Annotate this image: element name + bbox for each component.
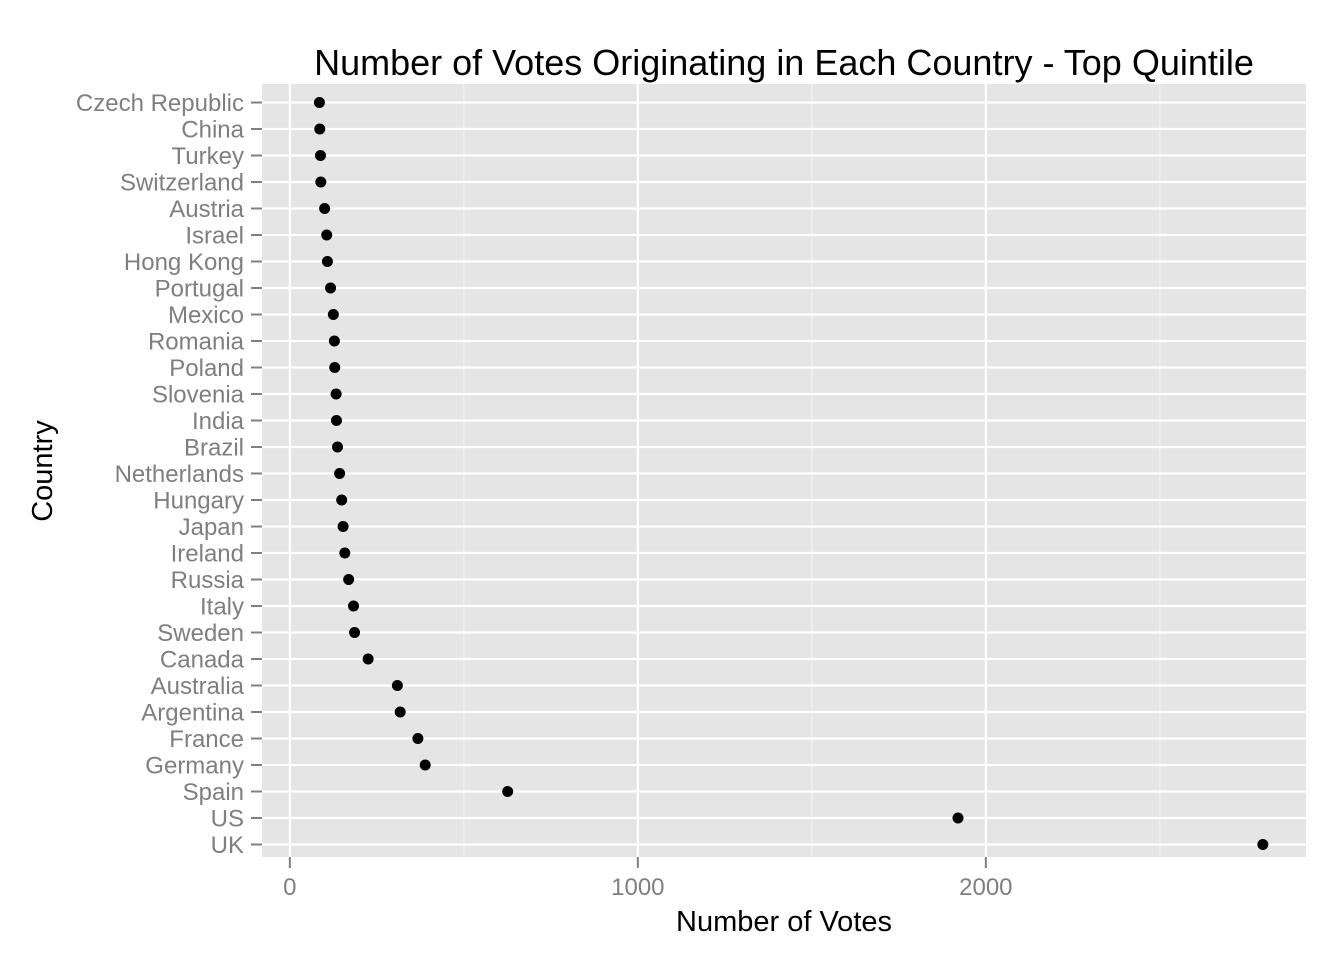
y-tick-label: Hungary: [153, 488, 244, 515]
y-tick-label: Russia: [171, 567, 245, 594]
data-point: [321, 229, 333, 241]
y-tick-label: Brazil: [184, 435, 244, 462]
data-point: [319, 203, 331, 214]
y-tick-label: Argentina: [141, 700, 244, 727]
y-tick-label: France: [169, 726, 244, 753]
y-tick-label: Netherlands: [115, 461, 244, 488]
chart-title: Number of Votes Originating in Each Coun…: [314, 42, 1254, 83]
y-tick-label: Portugal: [155, 276, 244, 303]
y-tick-label: Sweden: [157, 620, 244, 647]
y-tick-label: Slovenia: [152, 382, 245, 409]
y-tick-label: Spain: [183, 779, 244, 806]
y-tick-label: Poland: [169, 355, 244, 382]
data-point: [349, 627, 361, 638]
y-tick-label: Turkey: [172, 143, 244, 170]
data-point: [394, 706, 406, 718]
data-point: [330, 415, 342, 426]
y-tick-label: Israel: [185, 223, 244, 250]
y-tick-label: Italy: [200, 594, 244, 621]
y-tick-label: UK: [211, 832, 244, 859]
y-tick-label: Austria: [169, 196, 244, 223]
major-gridlines: [262, 84, 1306, 857]
y-tick-label: China: [181, 117, 244, 144]
data-point: [336, 494, 348, 506]
y-tick-label: Ireland: [171, 541, 244, 568]
data-point: [327, 309, 339, 320]
data-point: [329, 362, 341, 373]
x-tick-label: 2000: [959, 874, 1012, 901]
data-point: [419, 759, 431, 771]
y-tick-label: Hong Kong: [124, 249, 244, 276]
x-axis: 0 1000 2000: [283, 857, 1013, 901]
y-tick-label: Japan: [179, 514, 244, 541]
y-tick-label: Romania: [148, 329, 245, 356]
y-tick-label: Mexico: [168, 302, 244, 329]
y-axis-title: Country: [27, 420, 59, 522]
data-point: [502, 786, 514, 797]
data-point: [330, 388, 342, 400]
plot-panel: [262, 84, 1306, 857]
y-tick-label: Czech Republic: [76, 90, 244, 117]
data-point: [332, 441, 344, 453]
x-axis-title: Number of Votes: [676, 906, 892, 938]
data-point: [1257, 839, 1269, 850]
data-points: [313, 97, 1269, 850]
data-point: [391, 680, 403, 691]
data-point: [314, 123, 326, 135]
data-point: [412, 733, 424, 744]
x-tick-label: 0: [283, 874, 296, 901]
data-point: [315, 176, 327, 188]
y-tick-label: Switzerland: [120, 170, 244, 197]
y-tick-label: India: [192, 408, 245, 435]
data-point: [362, 653, 374, 665]
data-point: [334, 468, 346, 479]
data-point: [337, 521, 349, 532]
y-axis: Czech RepublicChinaTurkeySwitzerlandAust…: [76, 90, 262, 859]
x-tick-label: 1000: [611, 874, 664, 901]
data-point: [343, 574, 355, 585]
y-tick-label: Germany: [145, 753, 244, 780]
data-point: [325, 282, 337, 294]
y-tick-label: Canada: [160, 647, 245, 674]
y-tick-label: Australia: [151, 673, 245, 700]
data-point: [328, 335, 340, 347]
data-point: [952, 812, 964, 824]
data-point: [314, 150, 326, 161]
minor-gridlines: [463, 84, 1161, 857]
data-point: [313, 97, 325, 108]
data-point: [348, 600, 360, 612]
data-point: [321, 256, 333, 267]
data-point: [339, 547, 351, 559]
y-tick-label: US: [211, 806, 244, 833]
